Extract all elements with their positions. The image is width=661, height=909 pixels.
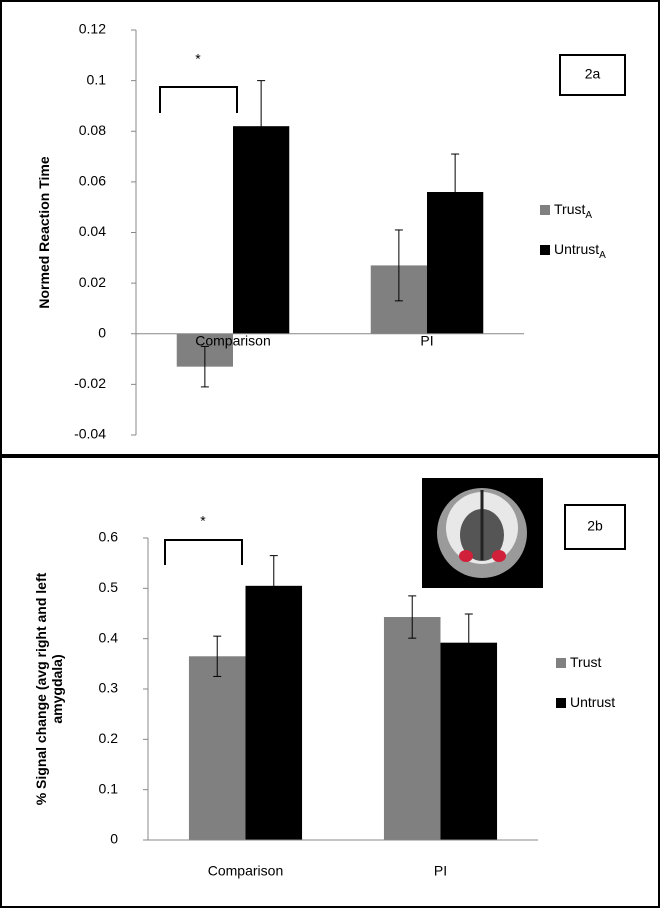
significance-bracket [159, 86, 238, 113]
error-bar [200, 345, 209, 388]
y-tick-label: 0 [110, 831, 118, 847]
y-tick-label: -0.02 [74, 375, 106, 391]
legend-subscript: A [599, 250, 606, 261]
legend-swatch [540, 205, 550, 215]
y-tick-label: 0 [98, 324, 106, 340]
error-bar [408, 595, 417, 639]
y-axis-label: Normed Reaction Time [36, 156, 52, 308]
x-tick-label: PI [434, 863, 447, 879]
brain-image [422, 478, 543, 588]
y-tick-label: -0.04 [74, 426, 106, 442]
y-axis-label-line: Normed Reaction Time [36, 156, 52, 308]
y-tick-label: 0.08 [79, 122, 106, 138]
error-bar [213, 635, 222, 677]
bar [440, 642, 498, 840]
legend-name: Untrust [554, 241, 599, 257]
legend-swatch [540, 245, 550, 255]
legend-label: UntrustA [554, 241, 606, 261]
bar [245, 585, 303, 840]
panel-border [0, 0, 660, 456]
legend-name: Untrust [570, 694, 615, 710]
panel-border [0, 456, 660, 908]
legend-swatch [556, 698, 566, 708]
legend-label: TrustA [554, 201, 592, 221]
y-tick-label: 0.12 [79, 21, 106, 37]
error-bar [257, 80, 266, 173]
panel-label: 2b [587, 518, 603, 534]
panel-label-box [559, 54, 626, 96]
y-tick-label: 0.06 [79, 173, 106, 189]
y-axis-label: % Signal change (avg right and leftamygd… [33, 572, 65, 805]
x-tick-label: PI [420, 332, 433, 348]
bar [188, 656, 246, 840]
y-tick-label: 0.5 [99, 579, 119, 595]
bar [383, 617, 441, 840]
legend-label: Untrust [570, 694, 615, 710]
legend-swatch [556, 658, 566, 668]
y-tick-label: 0.1 [99, 780, 119, 796]
y-axis-label-line: amygdala) [49, 654, 65, 723]
legend-label: Trust [570, 654, 601, 670]
significance-bracket [164, 539, 243, 565]
y-tick-label: 0.6 [99, 529, 119, 545]
significance-label: * [195, 51, 201, 67]
significance-label: * [200, 513, 206, 529]
error-bar [269, 555, 278, 617]
y-tick-label: 0.04 [79, 223, 106, 239]
y-tick-label: 0.2 [99, 730, 119, 746]
x-tick-label: Comparison [195, 332, 270, 348]
error-bar [394, 229, 403, 302]
panel-label: 2a [585, 66, 601, 82]
error-bar [464, 613, 473, 672]
y-axis-label-line: % Signal change (avg right and left [33, 572, 49, 805]
x-tick-label: Comparison [208, 863, 283, 879]
error-bar [451, 153, 460, 231]
panel-label-box [564, 504, 626, 550]
legend-subscript: A [585, 210, 592, 221]
legend-name: Trust [554, 201, 585, 217]
y-tick-label: 0.3 [99, 680, 119, 696]
y-tick-label: 0.4 [99, 629, 119, 645]
y-tick-label: 0.1 [87, 71, 107, 87]
legend-name: Trust [570, 654, 601, 670]
y-tick-label: 0.02 [79, 274, 106, 290]
